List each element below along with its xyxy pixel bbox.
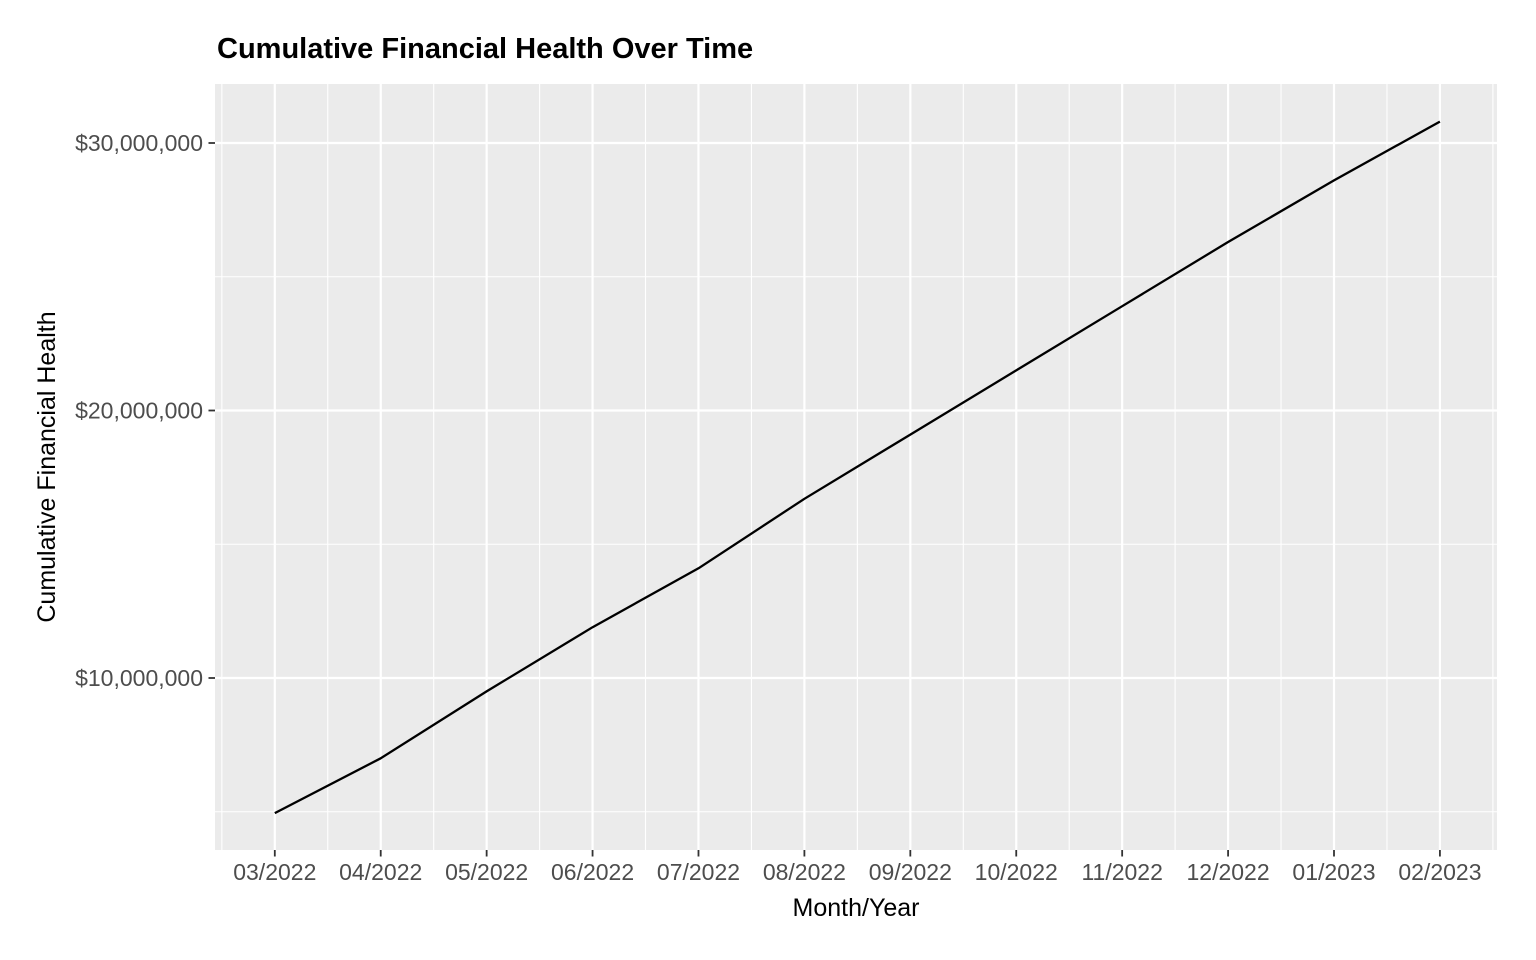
x-tick-label: 11/2022 <box>1081 859 1162 885</box>
x-tick-label: 12/2022 <box>1187 859 1270 885</box>
y-tick-label: $30,000,000 <box>75 130 203 156</box>
x-tick-label: 06/2022 <box>551 859 634 885</box>
x-tick-label: 09/2022 <box>869 859 952 885</box>
chart-title: Cumulative Financial Health Over Time <box>217 33 754 65</box>
y-tick-label: $10,000,000 <box>75 665 203 691</box>
x-axis-title: Month/Year <box>793 894 920 922</box>
y-axis-title: Cumulative Financial Health <box>33 311 61 622</box>
x-tick-label: 04/2022 <box>339 859 422 885</box>
x-tick-label: 10/2022 <box>975 859 1058 885</box>
data-line <box>274 120 1441 815</box>
x-tick-label: 08/2022 <box>763 859 846 885</box>
x-tick-label: 03/2022 <box>233 859 316 885</box>
x-tick-label: 05/2022 <box>445 859 528 885</box>
x-tick-label: 07/2022 <box>657 859 740 885</box>
y-tick-label: $20,000,000 <box>75 398 203 424</box>
x-tick-label: 01/2023 <box>1292 859 1375 885</box>
x-tick-label: 02/2023 <box>1398 859 1481 885</box>
